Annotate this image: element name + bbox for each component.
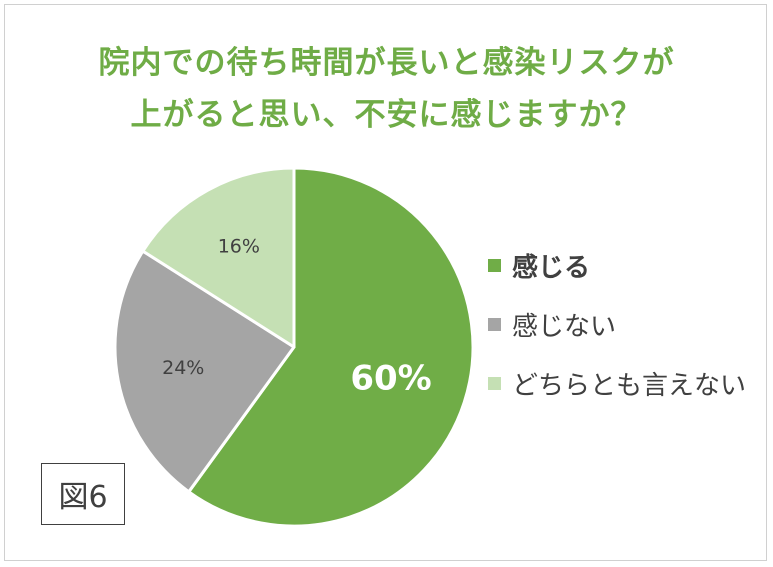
legend-item-neutral: どちらとも言えない [488, 365, 746, 402]
data-label-agree: 60% [350, 359, 431, 399]
chart-title-line-1: 院内での待ち時間が長いと感染リスクが [98, 45, 675, 81]
legend-item-disagree: 感じない [488, 306, 616, 343]
legend-label-neutral: どちらとも言えない [512, 371, 747, 401]
data-label-neutral: 16% [218, 236, 260, 258]
legend-swatch-agree [488, 259, 501, 272]
pie-slice-agree [187, 166, 475, 528]
legend-label-agree: 感じる [512, 253, 591, 283]
legend-label-disagree: 感じない [512, 312, 617, 342]
legend-item-agree: 感じる [488, 247, 590, 284]
data-label-disagree: 24% [162, 357, 204, 379]
pie-slice-disagree [113, 249, 296, 494]
legend-swatch-neutral [488, 377, 501, 390]
chart-title-line-2: 上がると思い、不安に感じますか？ [130, 97, 643, 133]
figure-label: 図6 [41, 463, 125, 525]
legend-swatch-disagree [488, 318, 501, 331]
pie-slice-neutral [141, 166, 296, 349]
